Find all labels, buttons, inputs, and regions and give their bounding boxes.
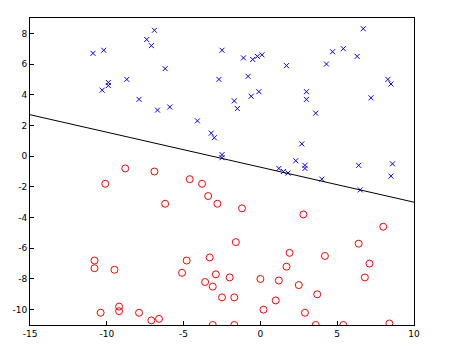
svg-text:-10: -10 bbox=[99, 329, 114, 339]
svg-text:0: 0 bbox=[21, 151, 27, 161]
svg-text:6: 6 bbox=[21, 59, 27, 69]
svg-text:5: 5 bbox=[334, 329, 340, 339]
svg-text:-15: -15 bbox=[23, 329, 38, 339]
svg-text:0: 0 bbox=[258, 329, 264, 339]
svg-text:10: 10 bbox=[408, 329, 420, 339]
svg-text:-4: -4 bbox=[18, 213, 27, 223]
svg-text:-10: -10 bbox=[12, 305, 27, 315]
svg-text:-5: -5 bbox=[179, 329, 188, 339]
svg-text:8: 8 bbox=[21, 28, 27, 38]
svg-text:-6: -6 bbox=[18, 243, 27, 253]
svg-text:2: 2 bbox=[21, 121, 27, 131]
svg-text:-2: -2 bbox=[18, 182, 27, 192]
svg-text:-8: -8 bbox=[18, 274, 27, 284]
svg-text:4: 4 bbox=[21, 90, 27, 100]
